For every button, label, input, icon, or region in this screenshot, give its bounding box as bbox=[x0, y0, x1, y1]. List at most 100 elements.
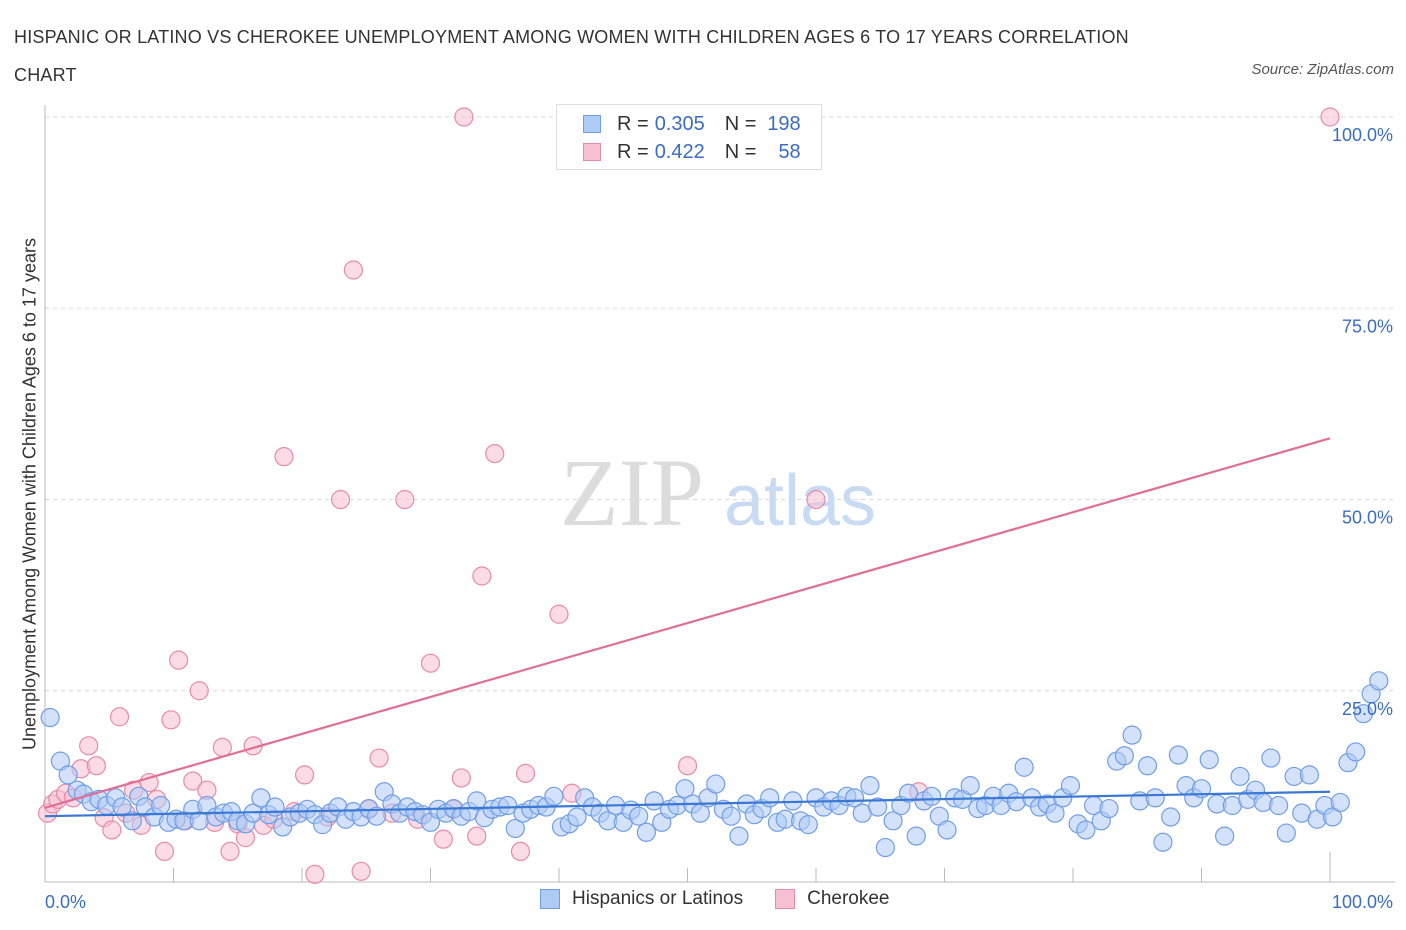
hispanic-point bbox=[1299, 765, 1320, 785]
hispanic-point bbox=[1145, 788, 1165, 808]
hispanic-point bbox=[636, 822, 656, 842]
hispanic-points bbox=[40, 671, 1389, 858]
cherokee-point bbox=[549, 604, 569, 624]
x-tick-label: 0.0% bbox=[45, 892, 86, 912]
hispanic-point bbox=[883, 811, 903, 831]
hispanic-point bbox=[1369, 671, 1389, 691]
hispanic-point bbox=[922, 786, 942, 806]
hispanic-point bbox=[1168, 745, 1188, 765]
cherokee-point bbox=[433, 829, 453, 849]
hispanic-point bbox=[1153, 832, 1173, 852]
hispanic-point bbox=[265, 797, 285, 817]
y-tick-label: 50.0% bbox=[1342, 508, 1393, 528]
hispanic-trend-line bbox=[44, 790, 1331, 818]
hispanic-point bbox=[1137, 756, 1158, 776]
cherokee-point bbox=[294, 765, 315, 785]
cherokee-point bbox=[161, 710, 181, 730]
hispanic-point bbox=[937, 820, 957, 840]
hispanic-point bbox=[1114, 746, 1135, 766]
hispanic-point bbox=[706, 774, 726, 794]
cherokee-point bbox=[510, 841, 531, 862]
cherokee-point bbox=[395, 489, 415, 510]
hispanic-point bbox=[729, 826, 749, 846]
hispanic-point bbox=[675, 779, 695, 799]
hispanic-point bbox=[960, 776, 980, 796]
hispanic-point bbox=[498, 795, 518, 816]
cherokee-point bbox=[454, 107, 474, 127]
stats-legend: R = 0.305 N = 198 R = 0.422 N = 58 bbox=[556, 104, 822, 170]
hispanic-point bbox=[122, 811, 142, 831]
cherokee-point bbox=[806, 489, 826, 510]
source-note: Source: ZipAtlas.com bbox=[1251, 61, 1394, 78]
legend-r-value: 0.422 bbox=[654, 140, 705, 163]
watermark: ZIP atlas bbox=[560, 439, 876, 546]
hispanic-point bbox=[112, 797, 132, 817]
hispanic-point bbox=[798, 815, 818, 835]
hispanic-point bbox=[1230, 766, 1250, 787]
hispanic-point bbox=[760, 788, 780, 808]
cherokee-point bbox=[102, 820, 122, 840]
cherokee-point bbox=[183, 771, 203, 791]
hispanic-point bbox=[1060, 776, 1081, 796]
cherokee-point bbox=[485, 444, 505, 464]
cherokee-point bbox=[189, 681, 209, 701]
cherokee-point bbox=[369, 748, 389, 768]
cherokee-point bbox=[154, 841, 175, 862]
hispanic-point bbox=[1099, 798, 1119, 819]
legend-item-hispanic[interactable]: Hispanics or Latinos bbox=[540, 888, 743, 910]
watermark-atlas: atlas bbox=[724, 461, 876, 541]
legend-swatch-cherokee bbox=[583, 143, 601, 161]
axes bbox=[44, 105, 1395, 883]
cherokee-point bbox=[472, 566, 492, 586]
legend-r-label: R = bbox=[617, 112, 649, 135]
grid-lines bbox=[45, 116, 1395, 692]
cherokee-point bbox=[343, 260, 363, 280]
hispanic-point bbox=[567, 807, 587, 827]
legend-n-label: N = bbox=[724, 112, 757, 135]
hispanic-point bbox=[1161, 807, 1181, 827]
cherokee-point bbox=[305, 864, 325, 884]
hispanic-point bbox=[1261, 748, 1281, 768]
cherokee-point bbox=[351, 861, 371, 881]
legend-row-cherokee: R = 0.422 N = 58 bbox=[583, 139, 801, 165]
cherokee-point bbox=[330, 489, 351, 510]
y-tick-label: 25.0% bbox=[1342, 699, 1393, 719]
cherokee-point bbox=[515, 763, 536, 783]
series-legend: Hispanics or Latinos Cherokee bbox=[540, 888, 921, 910]
y-tick-label: 75.0% bbox=[1342, 316, 1393, 336]
cherokee-point bbox=[467, 826, 487, 846]
legend-r-label: R = bbox=[617, 140, 649, 163]
watermark-zip: ZIP bbox=[560, 439, 704, 546]
hispanic-point bbox=[1215, 826, 1235, 846]
x-tick-label: 100.0% bbox=[1332, 892, 1393, 912]
cherokee-trend-line bbox=[44, 437, 1331, 809]
legend-r-value: 0.305 bbox=[654, 112, 705, 135]
hispanic-point bbox=[544, 786, 564, 806]
hispanic-point bbox=[1276, 823, 1296, 843]
cherokee-point bbox=[86, 756, 107, 776]
y-axis-label: Unemployment Among Women with Children A… bbox=[19, 238, 40, 750]
hispanic-point bbox=[1045, 803, 1065, 823]
legend-row-hispanic: R = 0.305 N = 198 bbox=[583, 111, 801, 137]
hispanic-point bbox=[1076, 820, 1096, 840]
cherokee-point bbox=[169, 650, 189, 670]
legend-label-cherokee: Cherokee bbox=[807, 888, 890, 909]
legend-swatch-hispanic bbox=[583, 115, 601, 133]
hispanic-point bbox=[40, 707, 60, 728]
trend-lines bbox=[44, 437, 1331, 818]
cherokee-point bbox=[274, 447, 294, 467]
cherokee-point bbox=[451, 768, 471, 788]
hispanic-point bbox=[1122, 725, 1142, 745]
legend-item-cherokee[interactable]: Cherokee bbox=[775, 888, 889, 910]
legend-n-value: 58 bbox=[778, 140, 801, 163]
hispanic-point bbox=[898, 783, 919, 803]
cherokee-point bbox=[420, 653, 441, 673]
legend-n-label: N = bbox=[724, 140, 757, 163]
hispanic-point bbox=[844, 788, 865, 808]
chart-title: HISPANIC OR LATINO VS CHEROKEE UNEMPLOYM… bbox=[14, 27, 1129, 85]
cherokee-point bbox=[220, 841, 240, 862]
tick-labels: 25.0% 50.0% 75.0% 100.0% 0.0% 100.0% bbox=[45, 125, 1393, 912]
hispanic-point bbox=[467, 791, 487, 811]
legend-swatch-hispanic bbox=[540, 889, 560, 909]
